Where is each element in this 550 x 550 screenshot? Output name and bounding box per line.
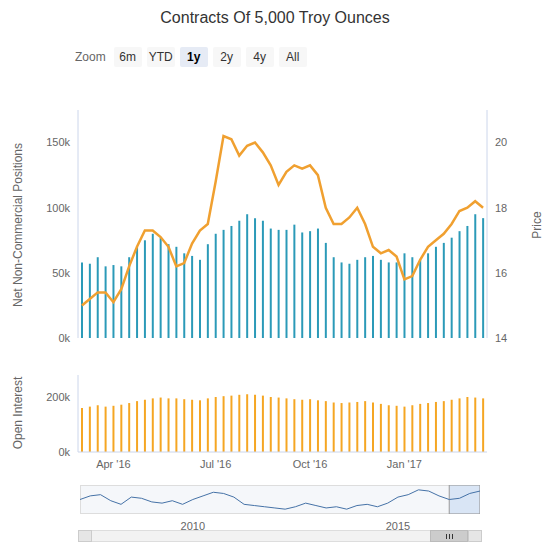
svg-text:0k: 0k [58,332,70,344]
svg-text:100k: 100k [46,202,70,214]
html-text:Zoom: Zoom [75,50,106,64]
svg-text:2015: 2015 [386,520,410,530]
svg-text:2010: 2010 [181,520,205,530]
html-text:Net Non-Commercial Positions: Net Non-Commercial Positions [11,143,25,307]
svg-text:150k: 150k [46,136,70,148]
html-text:1y: 1y [187,50,201,64]
html-text:YTD: YTD [148,50,173,64]
html-text:2y: 2y [220,50,233,64]
html-text:Price: Price [530,211,544,239]
svg-text:14: 14 [495,332,507,344]
html-text:6m: 6m [119,50,136,64]
svg-text:50k: 50k [52,267,70,279]
svg-text:200k: 200k [46,391,70,403]
svg-text:Jan '17: Jan '17 [387,458,422,470]
svg-text:0k: 0k [58,446,70,458]
html-text:All: All [286,50,300,64]
html-text:Open Interest: Open Interest [11,376,25,450]
svg-text:18: 18 [495,202,507,214]
svg-text:Oct '16: Oct '16 [293,458,328,470]
html-text:Contracts Of 5,000 Troy Ounces: Contracts Of 5,000 Troy Ounces [160,9,390,26]
svg-text:20: 20 [495,136,507,148]
html-text:4y: 4y [253,50,266,64]
svg-text:Apr '16: Apr '16 [96,458,131,470]
svg-text:Jul '16: Jul '16 [200,458,231,470]
svg-text:16: 16 [495,267,507,279]
